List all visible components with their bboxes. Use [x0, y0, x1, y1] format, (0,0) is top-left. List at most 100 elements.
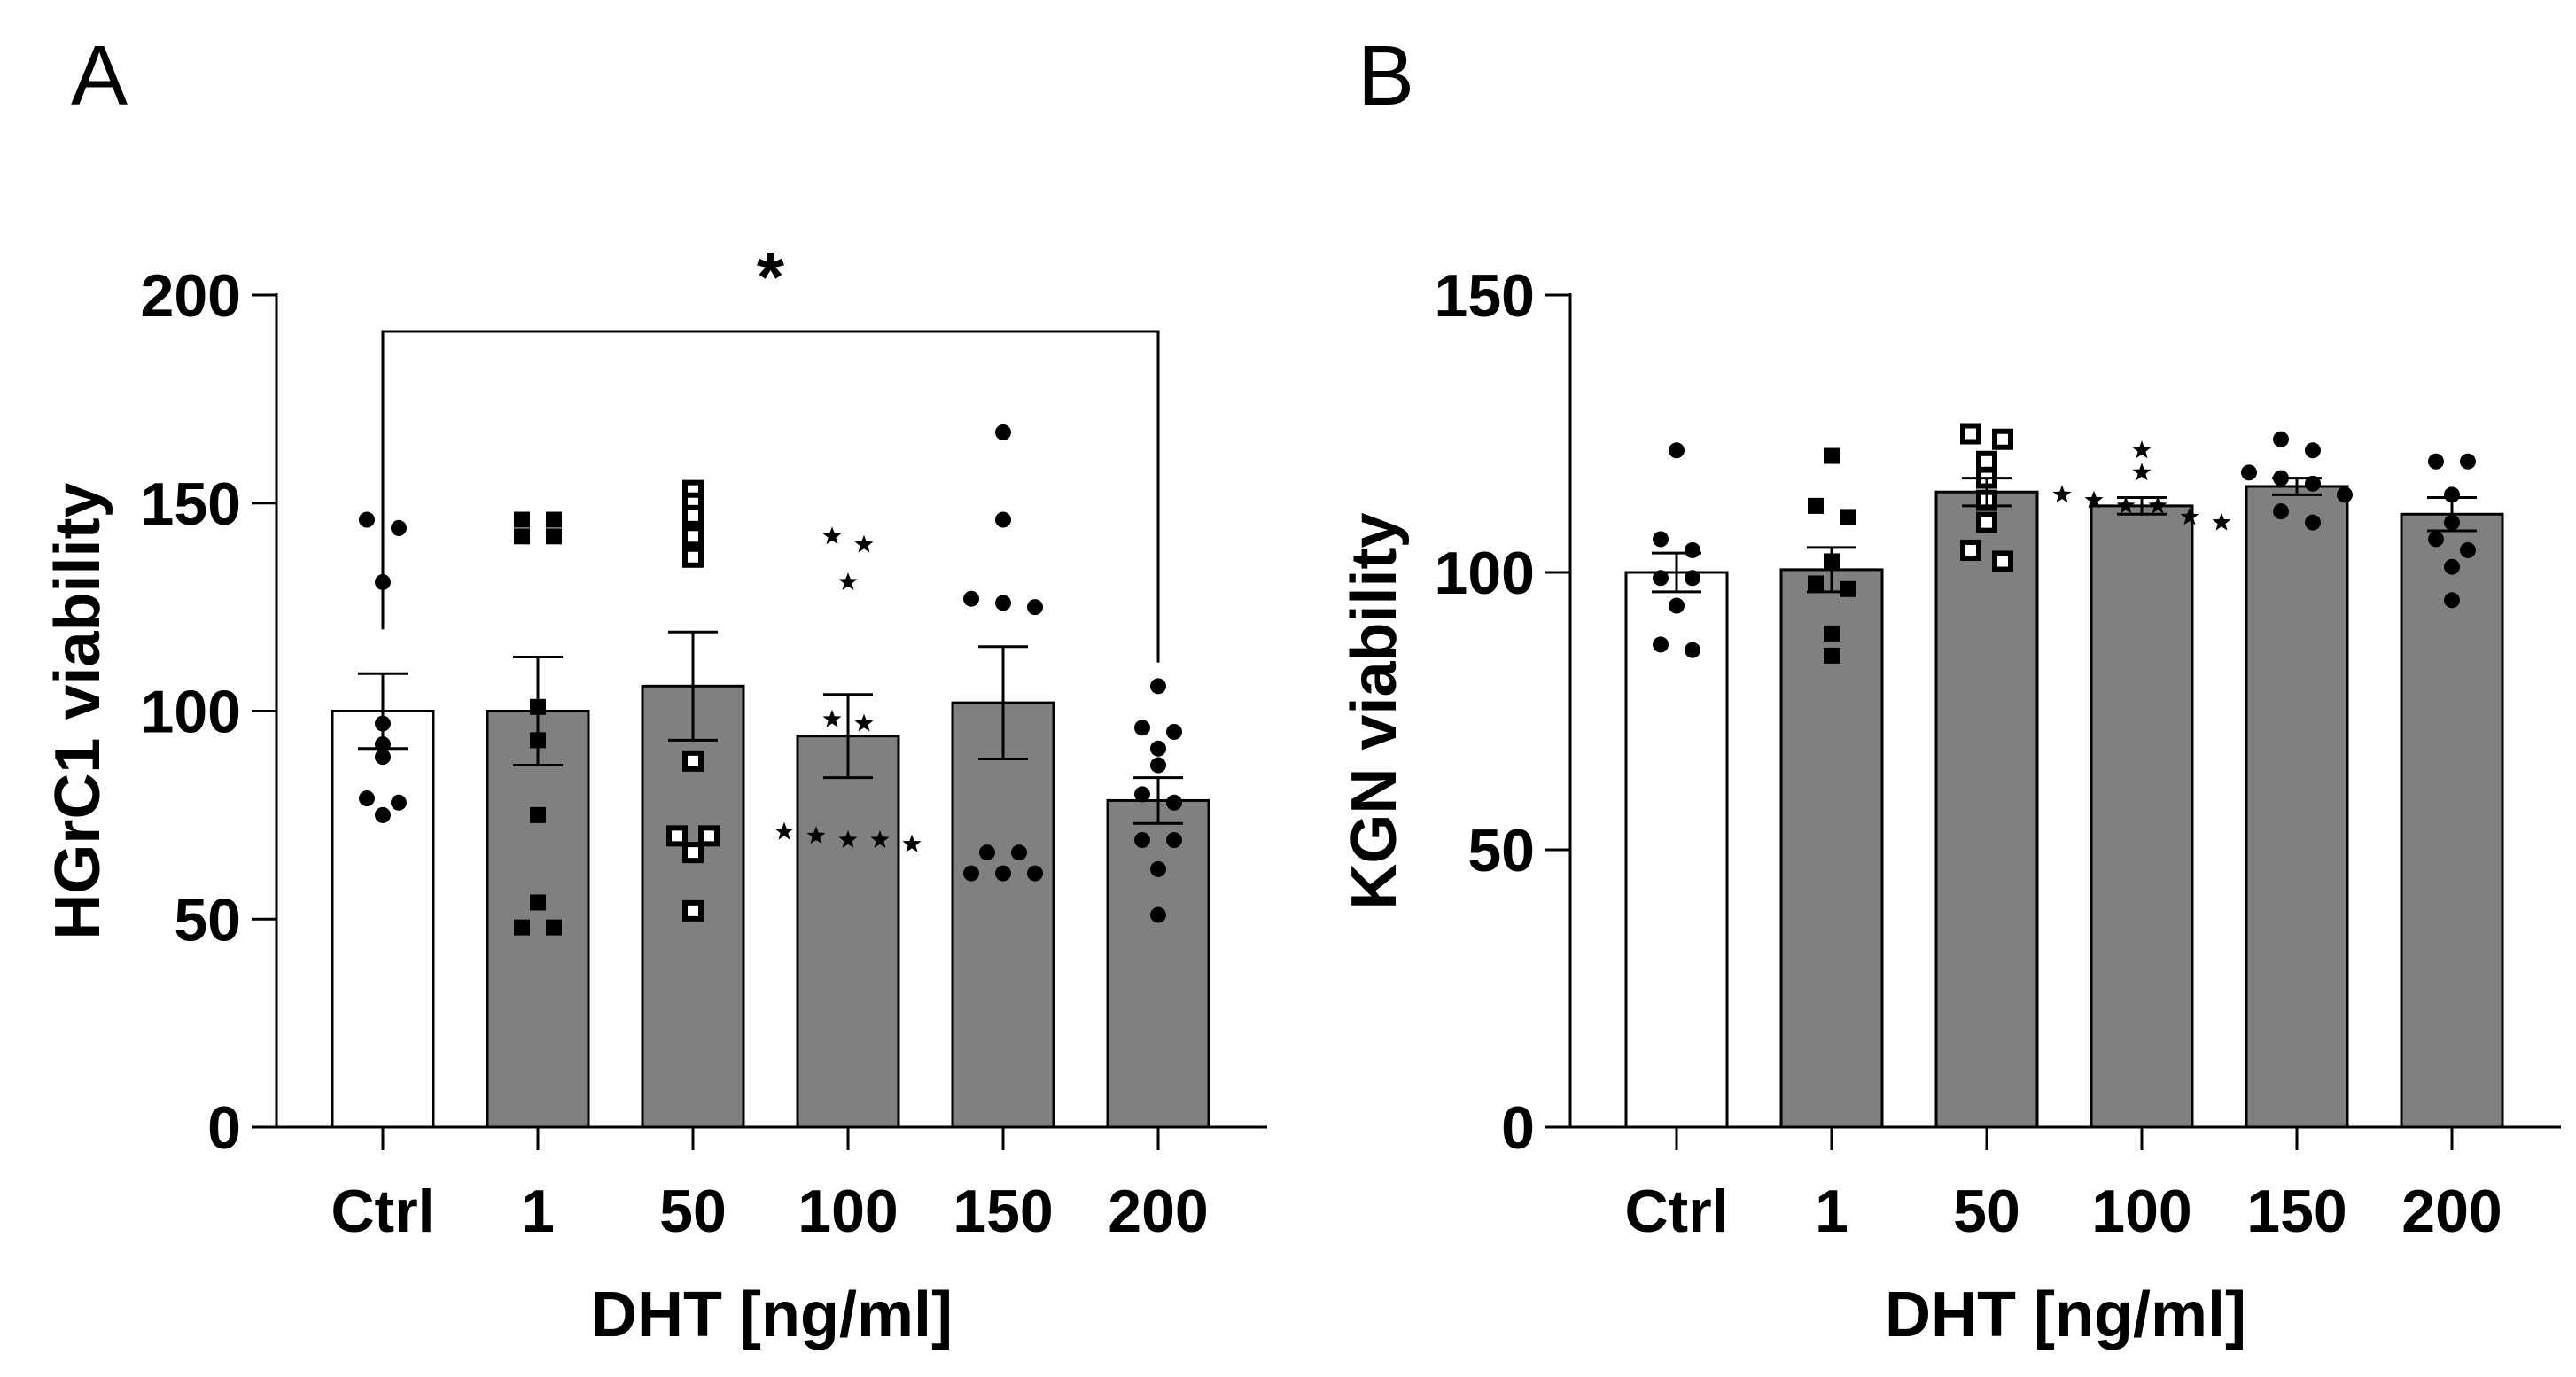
data-point-200: [2460, 541, 2476, 558]
data-point-100: [838, 830, 858, 848]
data-point-200: [1150, 860, 1166, 877]
data-point-50: [682, 525, 704, 548]
bar-100: [2090, 504, 2194, 1129]
data-point-100: [774, 821, 794, 840]
data-point-150: [1027, 599, 1043, 616]
data-point-50: [698, 825, 720, 847]
data-point-Ctrl: [1685, 570, 1700, 587]
data-point-50: [682, 899, 704, 922]
data-point-1: [1808, 497, 1824, 514]
data-point-100: [806, 826, 826, 844]
data-point-100: [2052, 485, 2072, 503]
data-point-150: [2273, 503, 2289, 520]
data-point-150: [2305, 475, 2321, 492]
data-point-100: [822, 709, 842, 727]
data-point-1: [546, 919, 562, 936]
bar-150: [2245, 485, 2349, 1129]
data-point-100: [2116, 495, 2136, 514]
data-point-Ctrl: [1669, 597, 1685, 614]
y-axis-title: KGN viability: [1339, 512, 1410, 909]
bar-Ctrl: [331, 710, 435, 1129]
y-tick-label: 150: [141, 471, 241, 538]
x-axis-title: DHT [ng/ml]: [591, 1280, 953, 1350]
data-point-50: [1976, 450, 1997, 472]
data-point-Ctrl: [375, 806, 391, 823]
significance-bracket: [381, 330, 1160, 663]
y-axis-title: HGrC1 viability: [43, 482, 113, 939]
data-point-150: [2273, 431, 2289, 447]
y-tick-label: 100: [1435, 540, 1535, 607]
panel-label-a: A: [71, 28, 128, 123]
data-point-200: [1134, 832, 1150, 849]
data-point-Ctrl: [1669, 442, 1685, 459]
data-point-200: [1166, 723, 1182, 740]
data-point-150: [979, 844, 995, 861]
data-point-100: [2180, 507, 2199, 525]
data-point-100: [854, 534, 874, 553]
y-tick-label: 0: [207, 1094, 241, 1162]
data-point-Ctrl: [1653, 570, 1669, 587]
data-point-50: [666, 825, 688, 847]
data-point-1: [530, 806, 546, 823]
data-point-1: [1824, 447, 1840, 464]
data-point-Ctrl: [1685, 541, 1700, 558]
data-point-100: [2132, 463, 2152, 481]
data-point-200: [2444, 558, 2460, 575]
bar-100: [796, 735, 900, 1129]
data-point-150: [2305, 514, 2321, 531]
data-point-Ctrl: [359, 790, 375, 807]
data-point-1: [546, 528, 562, 545]
data-point-200: [1166, 794, 1182, 811]
data-point-1: [1840, 509, 1856, 525]
significance-label: *: [757, 237, 785, 316]
data-point-200: [1150, 757, 1166, 774]
data-point-1: [1824, 625, 1840, 642]
data-point-1: [530, 894, 546, 911]
data-point-100: [822, 526, 842, 545]
data-point-200: [1134, 720, 1150, 736]
x-tick-label-50: 50: [1953, 1178, 2020, 1245]
data-point-150: [1011, 844, 1027, 861]
data-point-Ctrl: [375, 749, 391, 766]
data-point-Ctrl: [391, 519, 407, 536]
data-point-1: [514, 919, 530, 936]
data-point-150: [2337, 486, 2353, 503]
data-point-150: [995, 424, 1011, 440]
x-tick-label-50: 50: [659, 1178, 727, 1245]
data-point-100: [2148, 495, 2167, 514]
data-point-200: [2428, 531, 2444, 548]
x-tick-label-1: 1: [521, 1178, 555, 1245]
y-tick-label: 100: [141, 679, 241, 746]
y-tick-label: 150: [1435, 262, 1535, 330]
data-point-200: [1150, 740, 1166, 757]
data-point-Ctrl: [1653, 636, 1669, 653]
data-point-150: [963, 865, 979, 882]
data-point-150: [2241, 464, 2257, 481]
data-point-200: [2460, 453, 2476, 470]
x-axis-title: DHT [ng/ml]: [1885, 1280, 2246, 1350]
data-point-1: [1840, 580, 1856, 597]
bar-200: [2400, 512, 2504, 1129]
data-point-150: [995, 595, 1011, 611]
bar-Ctrl: [1624, 571, 1729, 1129]
data-point-100: [902, 834, 922, 852]
data-point-50: [682, 546, 704, 568]
data-point-100: [2212, 512, 2231, 531]
data-point-150: [963, 590, 979, 607]
data-point-Ctrl: [391, 794, 407, 811]
data-point-150: [1027, 865, 1043, 882]
x-tick-label-150: 150: [2246, 1178, 2346, 1245]
bar-50: [1934, 490, 2039, 1129]
y-tick-label: 50: [1467, 817, 1535, 884]
data-point-200: [1150, 906, 1166, 923]
data-point-1: [514, 528, 530, 545]
data-point-Ctrl: [1685, 642, 1700, 658]
data-point-200: [1150, 678, 1166, 695]
data-point-150: [2305, 442, 2321, 459]
x-tick-label-200: 200: [1108, 1178, 1208, 1245]
bar-200: [1106, 798, 1210, 1129]
data-point-200: [2428, 453, 2444, 470]
